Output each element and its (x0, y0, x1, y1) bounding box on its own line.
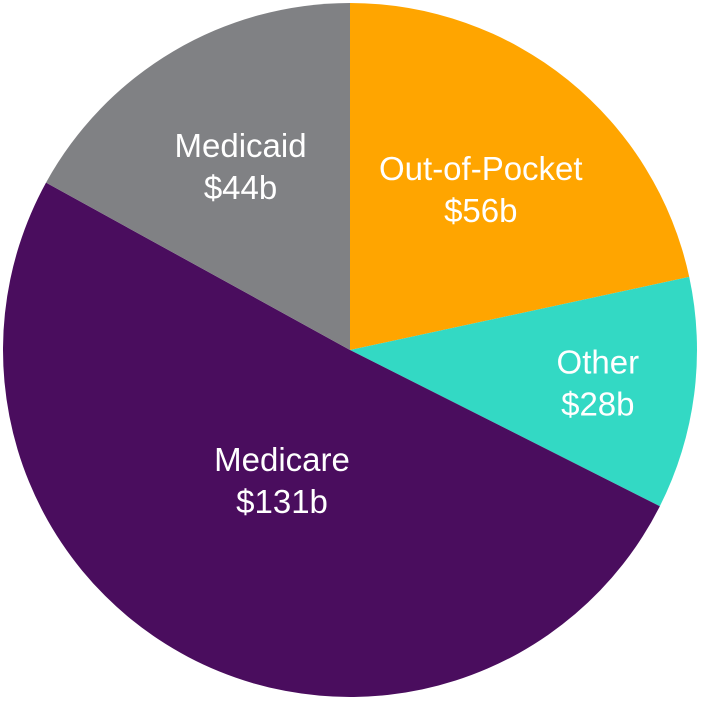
slice-value-medicare: $131b (236, 483, 328, 520)
slice-value-out-of-pocket: $56b (444, 192, 517, 229)
slice-label-other: Other $28b (557, 344, 640, 423)
slice-value-medicaid: $44b (204, 169, 277, 206)
pie-slice-other (350, 276, 698, 507)
slice-label-medicaid: Medicaid $44b (175, 127, 307, 206)
pie-slice-medicare (2, 182, 660, 698)
pie-slice-medicaid (46, 3, 350, 350)
slice-name-medicare: Medicare (214, 441, 350, 478)
slice-label-out-of-pocket: Out-of-Pocket $56b (379, 150, 583, 229)
slice-value-other: $28b (561, 386, 634, 423)
slice-name-other: Other (557, 344, 640, 381)
slice-label-medicare: Medicare $131b (214, 441, 350, 520)
pie-slice-out-of-pocket (350, 3, 690, 350)
slice-name-medicaid: Medicaid (175, 127, 307, 164)
slice-name-out-of-pocket: Out-of-Pocket (379, 150, 583, 187)
slices-layer (2, 3, 698, 698)
